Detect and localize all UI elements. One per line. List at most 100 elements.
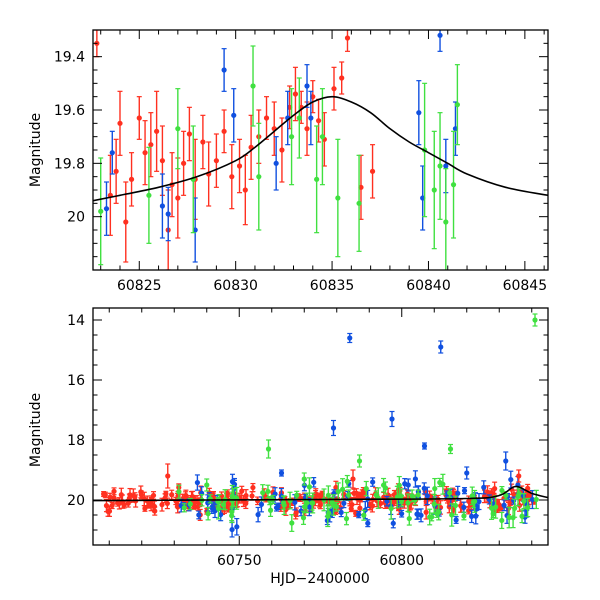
bot-band0-point [138, 490, 144, 500]
top-series2-point [450, 130, 457, 239]
bot-band0-point [103, 498, 110, 513]
top-series0-point [213, 133, 219, 188]
bot-band0-point [484, 485, 491, 500]
top-panel: 60825 60830 60835 60840 6084519.419.619.820 … [28, 29, 549, 294]
top-x-tick-label: 60835 [310, 278, 355, 294]
top-x-tick-label: 60845 [503, 278, 548, 294]
top-series1-point [285, 90, 291, 146]
top-series0-point [123, 181, 129, 263]
bot-band0-point [239, 485, 245, 497]
top-panel-ticks: 60825 60830 60835 60840 60845 19.4 19.6 19.8 20 [54, 29, 548, 294]
bot-band2-point [306, 477, 313, 497]
bot-outlier-point [347, 332, 353, 344]
top-series0-point [229, 144, 235, 210]
bot-band2-point [405, 493, 411, 513]
bot-band2-point [346, 489, 352, 501]
bot-outlier-point [350, 469, 356, 489]
bot-x-tick-label: 60750 [217, 553, 262, 569]
bot-band2-point [449, 503, 455, 527]
bot-band1-point [469, 509, 475, 524]
top-panel-frame [92, 29, 549, 271]
top-series0-point [221, 109, 227, 154]
bot-band1-point [258, 496, 265, 513]
bot-band0-point [109, 501, 115, 510]
top-series0-point [117, 90, 123, 156]
top-series1-point [416, 80, 422, 146]
top-series0-point [242, 154, 248, 226]
bottom-panel: 60750 60800 14 16 18 20 Magnitude HJD−2400000 [28, 307, 549, 587]
top-series0-point [344, 30, 351, 52]
top-series0-point [292, 66, 299, 122]
bot-band1-point [399, 509, 405, 518]
bot-band2-point [533, 489, 539, 510]
top-series0-point [128, 152, 135, 207]
bot-band1-point [275, 502, 281, 511]
bot-band2-point [176, 484, 182, 499]
bottom-x-axis-label: HJD−2400000 [270, 571, 370, 587]
top-y-tick-label: 19.6 [54, 103, 85, 119]
top-y-axis-label: Magnitude [28, 113, 44, 187]
bot-band1-point [421, 482, 427, 495]
bot-band2-point [325, 505, 331, 528]
top-series2-point [314, 125, 320, 234]
bot-band2-point [343, 511, 350, 526]
bot-band0-point [101, 490, 107, 498]
bot-outlier-point [503, 451, 509, 471]
bot-band2-point [427, 508, 433, 526]
bot-band1-point [414, 508, 420, 520]
top-series2-point [454, 64, 460, 146]
bot-band0-point [250, 482, 256, 493]
bot-band1-point [212, 503, 218, 519]
top-series0-point [304, 101, 310, 156]
bot-outlier-point [438, 340, 444, 354]
top-series1-point [103, 181, 110, 236]
bot-outlier-point [278, 469, 285, 477]
bot-band2-point [499, 511, 505, 530]
bot-y-tick-label: 16 [67, 373, 85, 389]
top-series2-point [296, 77, 302, 159]
top-series0-point [136, 96, 142, 140]
bot-band2-point [510, 507, 516, 529]
top-series0-point [113, 138, 119, 204]
bot-band1-point [370, 477, 376, 487]
bot-band2-point [361, 509, 367, 521]
top-series0-point [142, 120, 148, 186]
top-series0-point [175, 157, 181, 239]
bot-band2-point [309, 495, 315, 511]
bot-band2-point [436, 503, 442, 521]
top-series2-point [256, 122, 262, 231]
top-series2-point [288, 88, 295, 186]
top-series2-point [443, 168, 449, 270]
bot-band0-point [243, 497, 249, 510]
bot-outlier-point [382, 481, 389, 495]
bot-band2-point [333, 501, 340, 512]
bot-outlier-point [301, 472, 307, 486]
bot-band2-point [489, 496, 495, 520]
bot-band2-point [205, 506, 211, 521]
top-series1-point [231, 88, 237, 143]
bot-band1-point [501, 499, 507, 512]
top-series2-point [98, 157, 104, 266]
bot-band1-point [461, 487, 468, 495]
bot-x-tick-label: 60800 [379, 553, 424, 569]
top-series2-point [175, 88, 181, 170]
bot-outlier-point [516, 469, 522, 483]
top-series0-point [186, 106, 192, 162]
top-x-tick-label: 60825 [117, 278, 162, 294]
bot-outlier-point [405, 478, 411, 492]
top-y-tick-label: 20 [67, 210, 85, 226]
bot-band2-point [525, 497, 531, 518]
top-model-curve [93, 95, 548, 202]
bot-band1-point [412, 470, 419, 488]
bot-outlier-point [356, 454, 363, 468]
top-series2-point [319, 88, 326, 186]
bot-band2-point [289, 514, 295, 532]
top-series0-point [331, 66, 337, 111]
bot-band2-point [516, 488, 522, 499]
bottom-panel-data [93, 313, 548, 538]
bot-band2-point [363, 480, 369, 497]
bot-band0-point [249, 491, 255, 501]
bot-band2-point [461, 511, 467, 521]
top-series1-point [437, 30, 443, 52]
